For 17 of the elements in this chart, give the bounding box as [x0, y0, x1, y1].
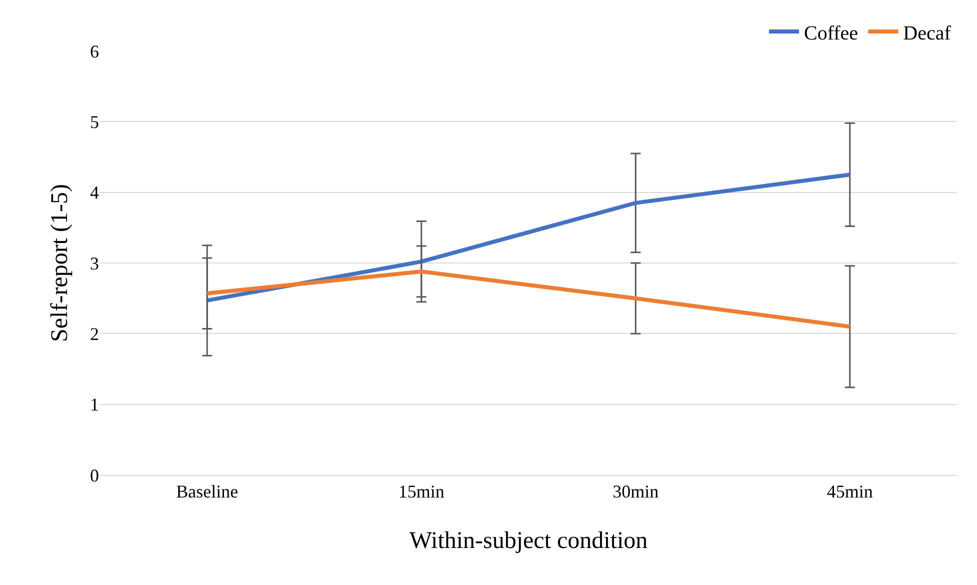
line-series [205, 269, 852, 329]
y-tick-label: 2 [90, 324, 99, 344]
x-tick-label: 30min [612, 482, 659, 502]
y-tick-label: 1 [90, 394, 99, 415]
legend-label: Coffee [804, 22, 858, 44]
x-axis-title: Within-subject condition [409, 528, 648, 554]
y-tick-label: 0 [90, 465, 99, 486]
x-tick-label: 45min [826, 482, 873, 502]
x-tick-label: Baseline [176, 482, 238, 502]
y-tick-label: 4 [90, 182, 99, 203]
y-tick-label: 6 [90, 41, 99, 62]
y-axis-title: Self-report (1-5) [47, 184, 74, 342]
x-tick-label: 15min [398, 482, 444, 502]
y-tick-label: 5 [90, 112, 99, 132]
line-series [205, 172, 852, 302]
legend-label: Decaf [903, 22, 952, 44]
y-tick-label: 3 [90, 253, 99, 274]
